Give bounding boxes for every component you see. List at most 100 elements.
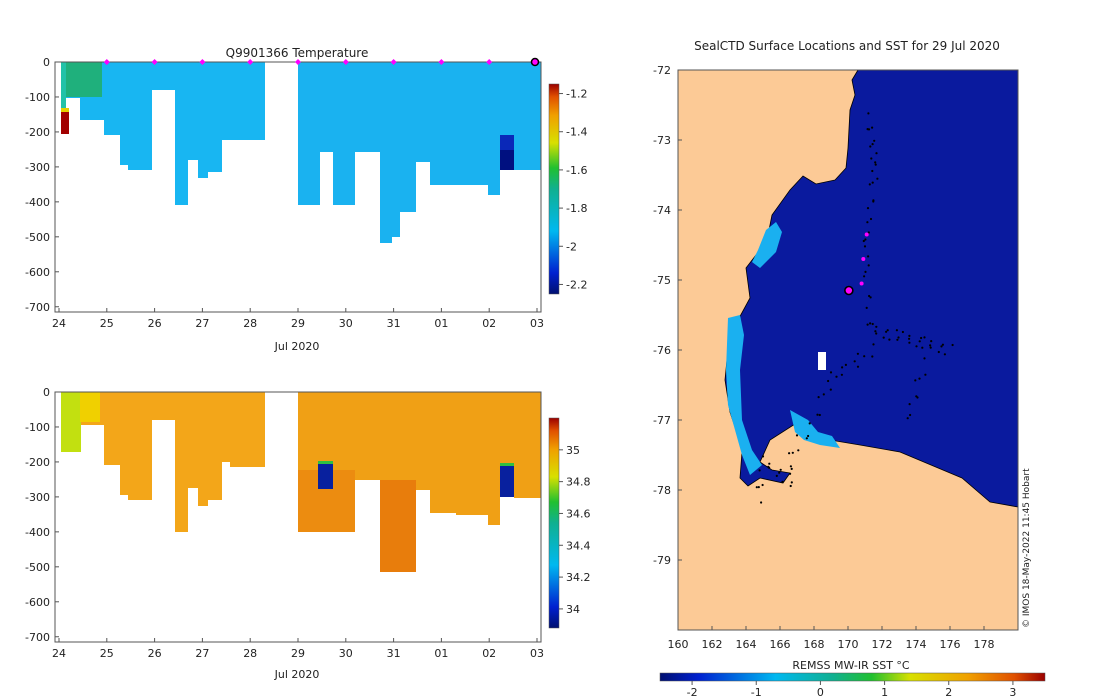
y-tick-label: 0	[43, 56, 50, 69]
temperature-xlabel: Jul 2020	[274, 340, 320, 353]
colorbar-tick-label: -1.8	[566, 202, 587, 215]
track-point	[869, 145, 872, 148]
colorbar-tick-label: 34	[566, 603, 580, 616]
track-point	[874, 163, 877, 166]
lon-tick-label: 160	[668, 638, 689, 651]
track-point	[874, 330, 877, 333]
recent-position-marker	[861, 257, 866, 261]
track-point	[791, 451, 794, 454]
track-point	[827, 379, 830, 383]
track-point	[816, 413, 819, 416]
track-point	[868, 183, 871, 186]
y-tick-label: -300	[25, 491, 50, 504]
recent-position-marker	[864, 232, 869, 237]
sst-tick-label: 1	[881, 686, 888, 699]
x-tick-label: 30	[339, 317, 353, 330]
lat-tick-label: -78	[653, 484, 671, 497]
salinity-patch-yellow	[80, 392, 100, 422]
map-title: SealCTD Surface Locations and SST for 29…	[694, 39, 1000, 53]
track-point	[757, 486, 760, 489]
x-tick-label: 28	[243, 647, 257, 660]
track-point	[755, 486, 758, 489]
track-point	[841, 366, 844, 369]
x-tick-label: 26	[148, 317, 162, 330]
colorbar-tick-label: -2	[566, 240, 577, 253]
track-point	[943, 353, 947, 356]
sst-colorbar-label: REMSS MW-IR SST °C	[792, 659, 910, 672]
x-tick-label: 31	[387, 647, 401, 660]
track-point	[869, 296, 872, 299]
profile-marker	[295, 59, 301, 65]
profile-marker	[390, 59, 397, 65]
x-tick-label: 02	[482, 647, 496, 660]
seal-track	[755, 112, 954, 504]
x-tick-label: 01	[434, 647, 448, 660]
track-point	[844, 363, 848, 366]
track-point	[937, 350, 940, 354]
sst-tick-label: 0	[817, 686, 824, 699]
track-point	[778, 471, 781, 474]
track-point	[789, 484, 792, 488]
sst-tick-label: 3	[1009, 686, 1016, 699]
track-point	[840, 373, 844, 376]
lat-tick-label: -77	[653, 414, 671, 427]
y-tick-label: -300	[25, 161, 50, 174]
track-point	[866, 128, 869, 131]
track-point	[829, 388, 832, 391]
imos-credit: © IMOS 18-May-2022 11:45 Hobart	[1022, 468, 1032, 628]
x-tick-label: 24	[52, 317, 66, 330]
map-ocean-cool-north	[752, 222, 782, 268]
track-point	[790, 467, 793, 470]
x-tick-label: 27	[195, 647, 209, 660]
track-point	[790, 481, 793, 484]
temperature-colorbar-ticks: -1.2 -1.4 -1.6 -1.8 -2 -2.2	[559, 88, 587, 291]
track-point	[871, 126, 874, 129]
salinity-patch-blue2	[500, 465, 514, 497]
colorbar-tick-label: 34.8	[566, 476, 591, 489]
salinity-field-right	[298, 392, 541, 572]
profile-marker	[247, 59, 254, 65]
profile-markers	[103, 57, 540, 67]
track-point	[901, 330, 905, 334]
temperature-colorbar	[548, 83, 560, 295]
track-point	[871, 169, 874, 173]
track-point	[789, 465, 793, 468]
track-point	[875, 152, 878, 155]
track-point	[866, 323, 869, 326]
lat-tick-label: -74	[653, 204, 671, 217]
track-point	[853, 360, 856, 363]
track-point	[795, 434, 799, 437]
track-point	[822, 393, 825, 396]
map-ocean-cool-patch	[818, 352, 826, 370]
colorbar-tick-label: -1.6	[566, 164, 587, 177]
temperature-gap	[265, 62, 298, 312]
temperature-patch-red	[61, 112, 69, 134]
track-point	[863, 245, 867, 248]
track-point	[869, 322, 872, 325]
track-point	[920, 336, 923, 340]
lat-tick-label: -73	[653, 134, 671, 147]
y-tick-label: 0	[43, 386, 50, 399]
track-point	[871, 355, 874, 358]
y-tick-label: -200	[25, 126, 50, 139]
track-point	[908, 337, 911, 340]
track-point	[808, 422, 811, 425]
temperature-patch-coldest	[500, 150, 514, 170]
salinity-y-ticks: 0 -100 -200 -300 -400 -500 -600 -700	[25, 386, 59, 644]
x-tick-label: 24	[52, 647, 66, 660]
track-point	[895, 329, 899, 332]
x-tick-label: 31	[387, 317, 401, 330]
track-point	[868, 294, 871, 298]
track-point	[864, 238, 867, 241]
track-point	[940, 345, 943, 348]
track-point	[870, 157, 873, 160]
lat-tick-label: -79	[653, 554, 671, 567]
track-point	[866, 221, 869, 224]
lon-tick-label: 162	[702, 638, 723, 651]
salinity-panel: 0 -100 -200 -300 -400 -500 -600 -700 24 25 26 27 28…	[25, 386, 590, 681]
y-tick-label: -500	[25, 561, 50, 574]
temperature-title: Q9901366 Temperature	[226, 46, 369, 60]
sst-colorbar-ticks: -2 -1 0 1 2 3	[687, 681, 1016, 699]
salinity-gap	[265, 392, 298, 642]
y-tick-label: -600	[25, 266, 50, 279]
